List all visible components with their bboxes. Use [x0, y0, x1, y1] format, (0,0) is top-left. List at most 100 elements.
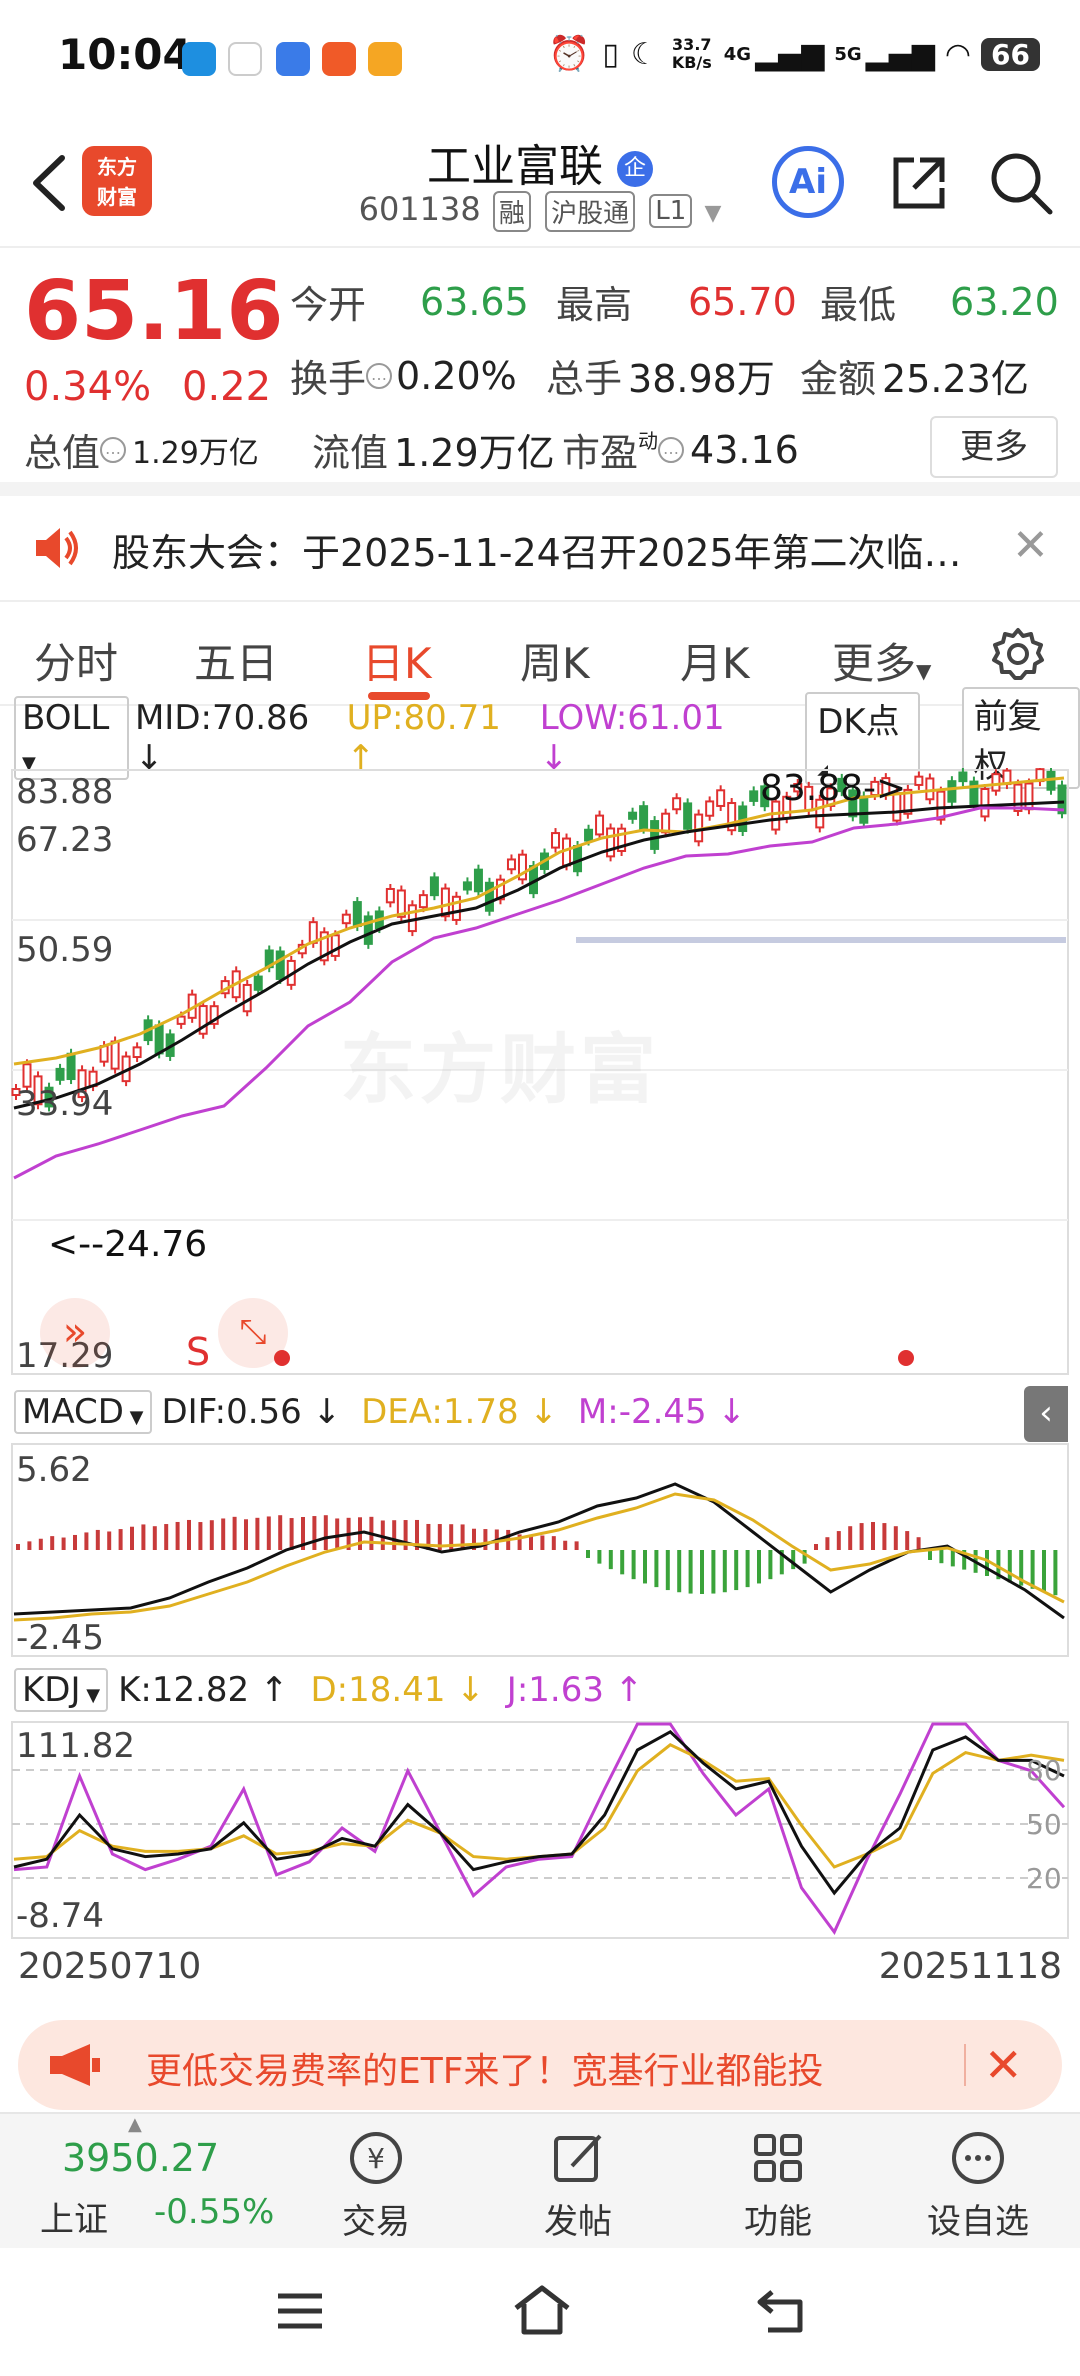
kdj-j-value: J:1.63 [506, 1670, 604, 1710]
turnover-value: 0.20% [396, 353, 517, 398]
collapse-panel-icon[interactable]: ‹ [1024, 1386, 1068, 1442]
megaphone-icon [46, 2042, 102, 2092]
tab-monthly-k[interactable]: 月K [680, 639, 750, 688]
signal-bars-icon: ▂▄▆ [865, 36, 935, 72]
info-icon[interactable]: … [100, 436, 127, 463]
enterprise-badge-icon: 企 [617, 151, 653, 187]
boll-low: LOW:61.01 ↓ [540, 698, 747, 778]
macd-dif: DIF:0.56 ↓ [162, 1392, 342, 1432]
nav-trade-label: 交易 [342, 2202, 410, 2242]
adjust-button[interactable]: 前复权 [961, 687, 1080, 789]
tab-daily-k[interactable]: 日K [362, 639, 432, 688]
quote-row-3: 总值 … 1.29万亿 流值 1.29万亿 市盈 动 … 43.16 [24, 422, 799, 477]
more-button[interactable]: 更多 [930, 416, 1058, 478]
arrow-down-icon: ↓ [134, 738, 164, 778]
tab-intraday[interactable]: 分时 [34, 639, 119, 688]
wifi-icon: ◠ [944, 36, 972, 72]
chevron-down-icon[interactable]: ▼ [704, 201, 722, 226]
signal-icon: 4G [723, 43, 752, 65]
info-icon[interactable]: … [658, 436, 685, 463]
level-tag: L1 [649, 194, 693, 228]
index-name: 上证 [40, 2200, 108, 2240]
kdj-y-label: -8.74 [16, 1896, 104, 1936]
volume-value: 38.98万 [628, 357, 775, 401]
boll-selector[interactable]: BOLL ▼ [14, 696, 129, 780]
arrow-down-icon: ↓ [529, 1392, 558, 1432]
back-button[interactable] [22, 148, 82, 218]
nav-trade[interactable]: ¥ 交易 [306, 2128, 446, 2243]
fullscreen-icon[interactable]: ⤡ [218, 1298, 288, 1368]
nav-post[interactable]: 发帖 [508, 2128, 648, 2243]
kdj-d-value: D:18.41 [310, 1670, 446, 1710]
nav-add-watchlist[interactable]: 设自选 [908, 2128, 1048, 2243]
macd-y-label: 5.62 [16, 1450, 92, 1490]
margin-tag: 融 [492, 190, 531, 232]
quote-panel: 65.16 0.34% 0.22 今开 63.65 最高 65.70 最低 63… [0, 250, 1080, 496]
chart-period-tabs: 分时 五日 日K 周K 月K 更多▼ [0, 604, 1080, 706]
stock-header: 工业富联 企 601138 融 沪股通 L1 ▼ 东方 财富 Ai [0, 118, 1080, 248]
kdj-level-label: 80 [1026, 1754, 1062, 1787]
info-icon[interactable]: … [366, 362, 393, 389]
kdj-selector[interactable]: KDJ ▼ [14, 1668, 109, 1712]
macd-m: M:-2.45 ↓ [578, 1392, 746, 1432]
back-nav-icon[interactable] [752, 2284, 808, 2342]
kdj-name: KDJ [22, 1670, 81, 1710]
share-icon[interactable] [884, 148, 954, 218]
kline-svg [11, 764, 1069, 1375]
macd-svg [11, 1443, 1069, 1657]
macd-dea-value: DEA:1.78 [361, 1392, 519, 1432]
banner-divider [964, 2044, 966, 2086]
app-notification-icon [276, 42, 310, 76]
boll-name: BOLL [22, 698, 110, 738]
expand-sidebar-icon[interactable]: » [40, 1298, 110, 1368]
low-value: 63.20 [950, 279, 1059, 324]
kdj-level-label: 20 [1026, 1862, 1062, 1895]
kdj-k: K:12.82 ↑ [118, 1670, 288, 1710]
tab-weekly-k[interactable]: 周K [520, 639, 590, 688]
menu-icon[interactable] [272, 2286, 328, 2340]
home-icon[interactable] [510, 2282, 574, 2342]
macd-indicator-bar: MACD ▼ DIF:0.56 ↓ DEA:1.78 ↓ M:-2.45 ↓ ‹ [0, 1386, 1080, 1442]
float-label: 流值 [312, 431, 389, 475]
quote-row-1: 今开 63.65 最高 65.70 最低 63.20 [290, 274, 1059, 329]
connect-tag: 沪股通 [545, 190, 636, 232]
close-icon[interactable]: ✕ [984, 2038, 1023, 2092]
boll-indicator-bar: BOLL ▼ MID:70.86 ↓ UP:80.71 ↑ LOW:61.01 … [0, 687, 1080, 789]
boll-y-label: 83.88 [16, 772, 114, 812]
chevron-down-icon: ▼ [123, 1407, 144, 1428]
macd-selector[interactable]: MACD ▼ [14, 1390, 152, 1434]
quote-row-2: 换手 … 0.20% 总手 38.98万 金额 25.23亿 [290, 348, 1029, 403]
nav-functions-label: 功能 [744, 2202, 812, 2242]
close-icon[interactable]: ✕ [1012, 520, 1049, 571]
stock-name: 工业富联 [427, 141, 603, 192]
app-notification-icon [322, 42, 356, 76]
grid-icon [754, 2134, 802, 2182]
settings-gear-icon[interactable] [990, 626, 1046, 686]
chevron-up-icon: ▲ [128, 2114, 142, 2135]
arrow-up-icon: ↑ [346, 738, 376, 778]
boll-y-label: 50.59 [16, 930, 114, 970]
kline-chart[interactable]: 东方财富 83.88 67.23 50.59 33.94 17.29 83.88… [0, 764, 1080, 1378]
nav-functions[interactable]: 功能 [708, 2128, 848, 2243]
stock-title: 工业富联 企 [0, 130, 1080, 194]
speaker-icon [30, 522, 82, 578]
search-icon[interactable] [986, 148, 1056, 218]
notice-bar[interactable]: 股东大会：于2025-11-24召开2025年第二次临… ✕ [0, 496, 1080, 602]
kdj-chart[interactable]: 111.82 -8.74 80 50 20 [0, 1720, 1080, 1940]
logo-text: 东方 [97, 155, 137, 179]
boll-mid: MID:70.86 ↓ [135, 698, 333, 778]
chevron-down-icon: ▼ [80, 1685, 101, 1706]
tab-more[interactable]: 更多▼ [832, 630, 931, 691]
promo-banner[interactable]: 更低交易费率的ETF来了！宽基行业都能投 ✕ [18, 2020, 1062, 2110]
open-value: 63.65 [420, 279, 529, 324]
min-price-annotation: <--24.76 [48, 1224, 208, 1265]
status-bar: 10:04 ⏰ ▯ ☾ 33.7 KB/s 4G ▂▄▆ 5G ▂▄▆ ◠ 66 [0, 0, 1080, 118]
index-ticker[interactable]: ▲ 3950.27 上证 -0.55% [0, 2114, 274, 2250]
signal-icon: 5G [834, 43, 862, 65]
watermark: 东方财富 [340, 1025, 660, 1114]
ai-assistant-button[interactable]: Ai [772, 146, 844, 218]
boll-up-value: UP:80.71 [346, 698, 501, 738]
macd-chart[interactable]: 5.62 -2.45 [0, 1442, 1080, 1658]
high-value: 65.70 [688, 279, 797, 324]
tab-five-day[interactable]: 五日 [194, 639, 279, 688]
